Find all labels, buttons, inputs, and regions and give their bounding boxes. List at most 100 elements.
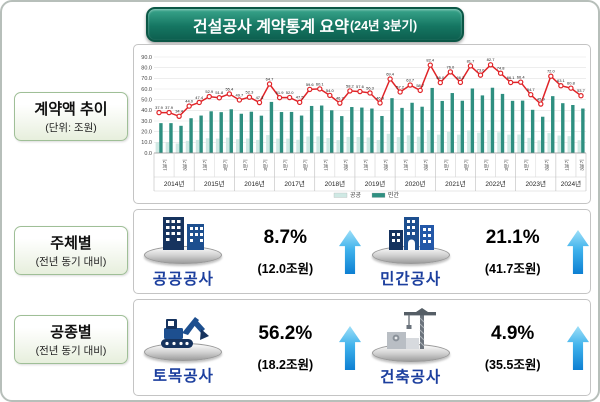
svg-text:66.1: 66.1	[507, 75, 516, 80]
svg-text:1분기: 1분기	[362, 159, 369, 171]
svg-text:1분기: 1분기	[162, 159, 169, 171]
svg-text:52.0: 52.0	[286, 90, 295, 95]
page-title: 건설공사 계약통계 요약 (24년 3분기)	[146, 7, 464, 42]
stat-civil-percent: 56.2%	[258, 322, 313, 344]
svg-text:3분기: 3분기	[262, 159, 269, 171]
svg-text:2014년: 2014년	[164, 179, 184, 188]
svg-text:53.7: 53.7	[577, 88, 586, 93]
excavator-icon	[161, 317, 210, 348]
svg-text:2015년: 2015년	[204, 179, 224, 188]
svg-text:3분기: 3분기	[503, 159, 510, 171]
svg-text:2019년: 2019년	[365, 179, 385, 188]
stat-private-amount: (41.7조원)	[484, 261, 541, 276]
svg-text:60.8: 60.8	[567, 81, 576, 86]
svg-text:3분기: 3분기	[222, 159, 229, 171]
svg-text:1분기: 1분기	[403, 159, 410, 171]
svg-text:2016년: 2016년	[244, 179, 264, 188]
svg-text:민간: 민간	[388, 191, 400, 199]
svg-text:56.3: 56.3	[366, 85, 375, 90]
svg-text:76.0: 76.0	[446, 64, 455, 69]
svg-text:69.4: 69.4	[386, 71, 395, 76]
section-label-type-title: 공종별	[50, 324, 92, 341]
stat-public-percent: 8.7%	[263, 226, 307, 248]
svg-text:82.4: 82.4	[426, 58, 435, 63]
svg-text:3분기: 3분기	[182, 159, 189, 171]
svg-text:1분기: 1분기	[242, 159, 249, 171]
up-arrow-icon	[339, 321, 362, 375]
svg-text:3분기: 3분기	[463, 159, 470, 171]
svg-text:3분기: 3분기	[302, 159, 309, 171]
page-title-period: (24년 3분기)	[349, 19, 418, 33]
svg-text:34.4: 34.4	[175, 109, 184, 114]
svg-text:81.7: 81.7	[467, 58, 476, 63]
bars-민간	[159, 87, 585, 153]
up-arrow-icon	[566, 321, 589, 375]
stat-building-amount: (35.5조원)	[484, 357, 541, 372]
stat-building-percent: 4.9%	[491, 322, 535, 344]
svg-text:66.2: 66.2	[457, 75, 466, 80]
stat-civil-name: 토목공사	[152, 368, 214, 385]
svg-text:73.0: 73.0	[477, 68, 486, 73]
stat-private: 민간공사 21.1% (41.7조원)	[363, 214, 589, 289]
stat-civil: 토목공사 56.2% (18.2조원)	[135, 309, 362, 386]
svg-text:46.7: 46.7	[336, 96, 345, 101]
svg-text:60.0: 60.0	[141, 87, 152, 93]
svg-text:3분기: 3분기	[383, 159, 390, 171]
svg-text:2020년: 2020년	[405, 179, 425, 188]
svg-text:3분기: 3분기	[578, 159, 585, 171]
svg-text:44.0: 44.0	[185, 98, 194, 103]
svg-text:40.0: 40.0	[141, 108, 152, 114]
svg-text:64.7: 64.7	[266, 76, 275, 81]
svg-text:20.0: 20.0	[141, 129, 152, 135]
svg-text:51.8: 51.8	[215, 90, 224, 95]
stat-civil-amount: (18.2조원)	[257, 357, 314, 372]
type-panel: 토목공사 56.2% (18.2조원)	[133, 299, 591, 396]
svg-text:1분기: 1분기	[282, 159, 289, 171]
section-label-subject: 주체별 (전년 동기 대비)	[14, 226, 128, 275]
svg-text:70.0: 70.0	[141, 76, 152, 82]
up-arrow-icon	[566, 227, 589, 277]
svg-text:37.9: 37.9	[155, 105, 164, 110]
svg-text:49.7: 49.7	[235, 92, 244, 97]
svg-text:80.0: 80.0	[141, 65, 152, 71]
section-label-type: 공종별 (전년 동기 대비)	[14, 315, 128, 364]
section-label-type-sub: (전년 동기 대비)	[35, 345, 107, 357]
section-label-subject-title: 주체별	[50, 235, 92, 252]
svg-text:1분기: 1분기	[523, 159, 530, 171]
svg-text:54.0: 54.0	[326, 88, 335, 93]
svg-text:57.2: 57.2	[396, 84, 405, 89]
stat-public-name: 공공공사	[152, 271, 214, 288]
contracts-chart: 0.0 10.0 20.0 30.0 40.0 50.0 60.0 70.0 80.0 90.0 1…	[141, 55, 587, 199]
svg-text:1분기: 1분기	[322, 159, 329, 171]
svg-text:2021년: 2021년	[445, 179, 465, 188]
svg-text:1분기: 1분기	[202, 159, 209, 171]
svg-text:51.9: 51.9	[276, 90, 285, 95]
stat-private-percent: 21.1%	[485, 226, 540, 248]
svg-text:52.9: 52.9	[205, 89, 214, 94]
svg-text:0.0: 0.0	[144, 151, 152, 157]
svg-text:1분기: 1분기	[483, 159, 490, 171]
svg-text:57.6: 57.6	[356, 84, 365, 89]
svg-text:66.0: 66.0	[436, 75, 445, 80]
private-buildings-icon	[388, 217, 434, 250]
svg-text:74.8: 74.8	[497, 66, 506, 71]
stat-building-name: 건축공사	[380, 369, 442, 386]
svg-text:3분기: 3분기	[423, 159, 430, 171]
crane-icon	[386, 308, 436, 349]
svg-text:58.2: 58.2	[346, 83, 355, 88]
stat-public-amount: (12.0조원)	[257, 261, 314, 276]
svg-text:3분기: 3분기	[342, 159, 349, 171]
svg-text:63.1: 63.1	[557, 78, 566, 83]
svg-text:60.1: 60.1	[316, 81, 325, 86]
svg-text:59.6: 59.6	[306, 82, 315, 87]
svg-text:58.7: 58.7	[416, 83, 425, 88]
svg-text:1분기: 1분기	[443, 159, 450, 171]
svg-text:3분기: 3분기	[543, 159, 550, 171]
subject-panel: 공공공사 8.7% (12.0조원)	[133, 209, 591, 294]
svg-text:30.0: 30.0	[141, 119, 152, 125]
svg-text:82.7: 82.7	[487, 57, 496, 62]
svg-text:54.7: 54.7	[527, 87, 536, 92]
svg-text:46.9: 46.9	[376, 95, 385, 100]
svg-text:47.4: 47.4	[195, 95, 204, 100]
